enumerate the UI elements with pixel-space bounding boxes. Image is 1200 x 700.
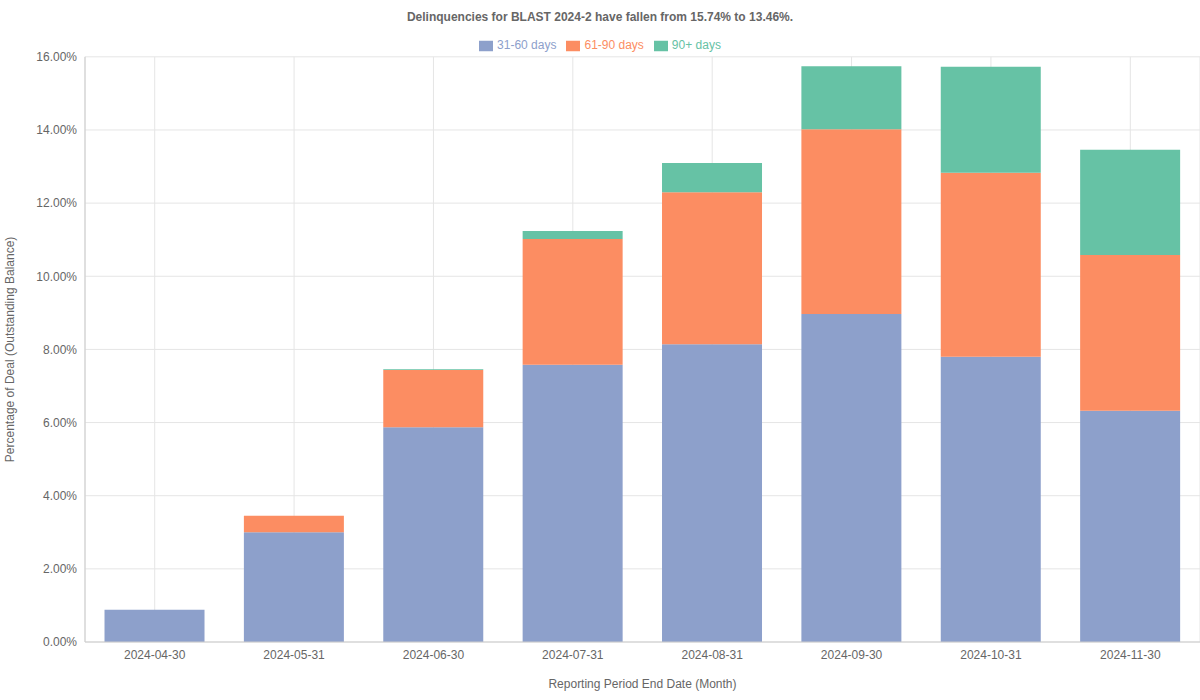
svg-text:6.00%: 6.00%	[43, 416, 77, 430]
html-text:90+ days: 90+ days	[671, 38, 721, 52]
svg-text:14.00%: 14.00%	[36, 123, 77, 137]
html-text:61-90 days: 61-90 days	[584, 38, 644, 52]
svg-text:2024-09-30: 2024-09-30	[821, 648, 883, 662]
svg-text:Percentage of Deal (Outstandin: Percentage of Deal (Outstanding Balance)	[8, 237, 17, 462]
svg-text:2024-08-31: 2024-08-31	[681, 648, 743, 662]
svg-text:12.00%: 12.00%	[36, 196, 77, 210]
svg-text:4.00%: 4.00%	[43, 489, 77, 503]
html-text:Delinquencies for BLAST 2024-2: Delinquencies for BLAST 2024-2 have fall…	[406, 10, 794, 24]
svg-text:Reporting Period End Date (Mon: Reporting Period End Date (Month)	[548, 677, 736, 691]
svg-text:16.00%: 16.00%	[36, 50, 77, 64]
svg-text:2024-07-31: 2024-07-31	[542, 648, 604, 662]
svg-text:2024-10-31: 2024-10-31	[960, 648, 1022, 662]
svg-text:2024-06-30: 2024-06-30	[403, 648, 465, 662]
svg-text:10.00%: 10.00%	[36, 270, 77, 284]
svg-text:0.00%: 0.00%	[43, 635, 77, 649]
html-text:31-60 days: 31-60 days	[497, 38, 557, 52]
svg-text:2024-05-31: 2024-05-31	[263, 648, 325, 662]
svg-text:2.00%: 2.00%	[43, 562, 77, 576]
svg-text:2024-04-30: 2024-04-30	[124, 648, 186, 662]
svg-text:2024-11-30: 2024-11-30	[1100, 648, 1161, 662]
svg-text:8.00%: 8.00%	[43, 343, 77, 357]
